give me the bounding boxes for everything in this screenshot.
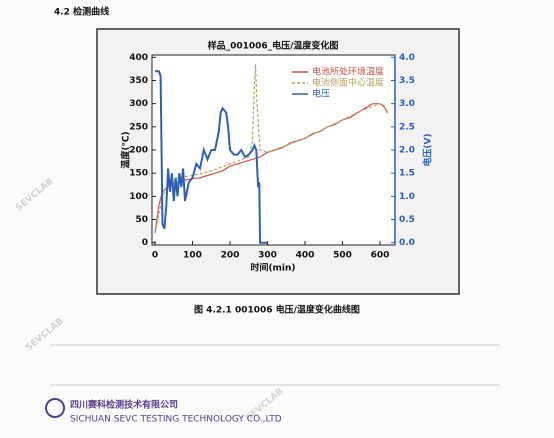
y-tick-label: 350 (129, 76, 148, 86)
y2-tick-label: 1.0 (399, 192, 415, 202)
x-tick-label: 500 (333, 251, 352, 261)
y-tick-label: 200 (129, 146, 148, 156)
legend-label: 电池所处环境温度 (312, 66, 384, 78)
table-lines (50, 344, 500, 386)
y2-tick-label: 3.5 (399, 76, 415, 86)
y2-axis-label: 电压(V) (422, 133, 434, 166)
company-english: SICHUAN SEVC TESTING TECHNOLOGY CO.,LTD (70, 415, 282, 425)
series-line (154, 64, 388, 234)
y2-tick-label: 2.0 (399, 146, 415, 156)
x-tick-label: 100 (183, 251, 202, 261)
y-tick-label: 400 (129, 53, 148, 63)
chart: 0 100 200 300 400 500 600 0 50 100 150 200 250 300 350… (129, 53, 415, 261)
y2-tick-label: 0.5 (399, 215, 415, 225)
company-name: 四川赛科检测技术有限公司 (70, 399, 178, 411)
watermark: SEVCLAB (24, 316, 66, 353)
y-tick-label: 150 (129, 169, 148, 179)
legend-label: 电压 (312, 88, 330, 100)
y2-tick-label: 1.5 (399, 169, 415, 179)
x-tick-label: 600 (371, 251, 390, 261)
x-tick-label: 300 (258, 251, 277, 261)
y-tick-label: 50 (135, 215, 148, 225)
x-tick-label: 200 (221, 251, 240, 261)
y-tick-label: 0 (142, 238, 148, 248)
x-tick-label: 400 (296, 251, 315, 261)
y-tick-label: 300 (129, 99, 148, 109)
caption: 图 4.2.1 001006 电压/温度变化曲线图 (194, 304, 360, 316)
chart-title: 样品_001006_电压/温度变化图 (208, 40, 339, 52)
y-tick-label: 100 (129, 192, 148, 202)
series-line (155, 70, 268, 244)
logo (45, 398, 65, 418)
x-axis-label: 时间(min) (250, 262, 295, 274)
y2-tick-label: 2.5 (399, 122, 415, 132)
y-tick-label: 250 (129, 122, 148, 132)
y-axis-label: 温度(℃) (120, 131, 132, 168)
x-tick-label: 0 (152, 251, 158, 261)
y2-tick-label: 4.0 (399, 53, 415, 63)
watermark: SEVCLAB (14, 176, 56, 213)
legend-label: 电池侧面中心温度 (312, 77, 384, 89)
heading: 4.2 检测曲线 (54, 6, 109, 18)
y2-tick-label: 0.0 (399, 238, 415, 248)
y2-tick-label: 3.0 (399, 99, 415, 109)
